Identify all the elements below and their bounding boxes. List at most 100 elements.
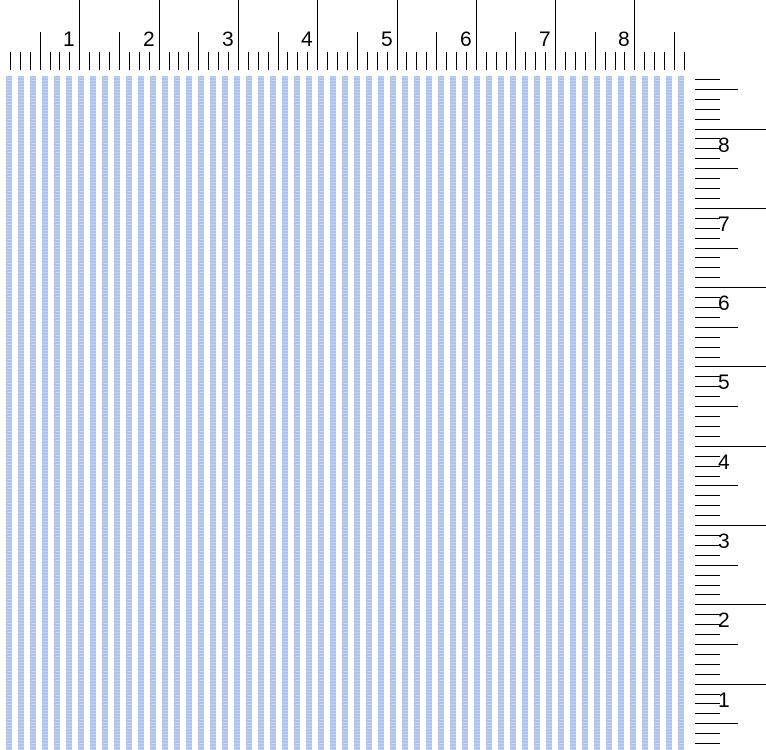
ruler-tick (674, 32, 675, 70)
ruler-tick (695, 248, 738, 249)
ruler-tick (695, 198, 720, 199)
ruler-tick (456, 52, 457, 70)
ruler-tick (695, 89, 738, 90)
ruler-tick (307, 52, 308, 70)
ruler-tick (406, 52, 407, 70)
ruler-tick (565, 52, 566, 70)
ruler-tick (695, 446, 766, 447)
ruler-tick (695, 555, 720, 556)
ruler-tick (268, 52, 269, 70)
ruler-label: 3 (718, 530, 730, 553)
ruler-tick (476, 0, 477, 70)
ruler-tick (695, 99, 720, 100)
ruler-tick (169, 52, 170, 70)
ruler-tick (695, 713, 720, 714)
ruler-tick (695, 733, 720, 734)
ruler-tick (317, 0, 318, 70)
ruler-tick (149, 52, 150, 70)
ruler-tick (695, 347, 720, 348)
ruler-tick (605, 52, 606, 70)
ruler-label: 6 (460, 28, 472, 51)
ruler-label: 5 (718, 371, 730, 394)
ruler-tick (595, 32, 596, 70)
ruler-tick (695, 327, 738, 328)
ruler-tick (684, 52, 685, 70)
ruler-tick (695, 476, 720, 477)
ruler-tick (50, 52, 51, 70)
ruler-tick (695, 307, 720, 308)
ruler-tick (188, 52, 189, 70)
ruler-label: 8 (618, 28, 630, 51)
ruler-tick (258, 52, 259, 70)
ruler-label: 6 (718, 292, 730, 315)
ruler-tick (695, 188, 720, 189)
ruler-tick (695, 624, 720, 625)
ruler-tick (20, 52, 21, 70)
top-ruler: 1 2 3 4 5 6 7 8 (0, 0, 690, 76)
ruler-tick (624, 52, 625, 70)
ruler-tick (327, 52, 328, 70)
ruler-tick (695, 168, 738, 169)
ruler-label: 1 (63, 28, 75, 51)
ruler-tick (139, 52, 140, 70)
ruler-tick (695, 743, 720, 744)
ruler-tick (695, 525, 766, 526)
ruler-tick (695, 436, 720, 437)
ruler-tick (644, 52, 645, 70)
ruler-tick (695, 594, 720, 595)
ruler-tick (575, 52, 576, 70)
ruler-label: 1 (718, 689, 730, 712)
ruler-tick (695, 604, 766, 605)
ruler-tick (695, 138, 720, 139)
ruler-tick (10, 52, 11, 70)
ruler-tick (426, 52, 427, 70)
ruler-tick (278, 32, 279, 70)
ruler-tick (69, 52, 70, 70)
ruler-tick (695, 228, 720, 229)
ruler-tick (695, 178, 720, 179)
ruler-tick (695, 426, 720, 427)
ruler-tick (695, 267, 720, 268)
ruler-tick (695, 406, 738, 407)
ruler-tick (695, 694, 720, 695)
ruler-tick (535, 52, 536, 70)
right-ruler: 8 7 6 5 4 3 2 1 (690, 76, 766, 750)
ruler-tick (119, 32, 120, 70)
ruler-tick (695, 79, 720, 80)
ruler-tick (129, 52, 130, 70)
ruler-tick (198, 32, 199, 70)
ruler-tick (695, 674, 720, 675)
ruler-tick (695, 386, 720, 387)
ruler-tick (515, 32, 516, 70)
ruler-label: 3 (222, 28, 234, 51)
ruler-tick (695, 277, 720, 278)
ruler-tick (218, 52, 219, 70)
ruler-tick (506, 52, 507, 70)
ruler-tick (347, 52, 348, 70)
ruler-tick (695, 317, 720, 318)
ruler-label: 7 (718, 213, 730, 236)
ruler-tick (337, 52, 338, 70)
ruler-tick (654, 52, 655, 70)
ruler-tick (545, 52, 546, 70)
ruler-tick (248, 52, 249, 70)
ruler-tick (695, 208, 766, 209)
ruler-tick (695, 684, 766, 685)
ruler-tick (615, 52, 616, 70)
ruler-tick (695, 287, 766, 288)
ruler-tick (695, 575, 720, 576)
ruler-tick (695, 456, 720, 457)
ruler-tick (30, 52, 31, 70)
ruler-tick (695, 495, 720, 496)
ruler-tick (99, 52, 100, 70)
ruler-tick (238, 0, 239, 70)
ruler-tick (159, 0, 160, 70)
ruler-tick (695, 119, 720, 120)
ruler-tick (695, 109, 720, 110)
ruler-tick (387, 52, 388, 70)
ruler-tick (695, 238, 720, 239)
ruler-tick (695, 357, 720, 358)
ruler-tick (89, 52, 90, 70)
ruler-label: 7 (539, 28, 551, 51)
ruler-tick (695, 634, 720, 635)
